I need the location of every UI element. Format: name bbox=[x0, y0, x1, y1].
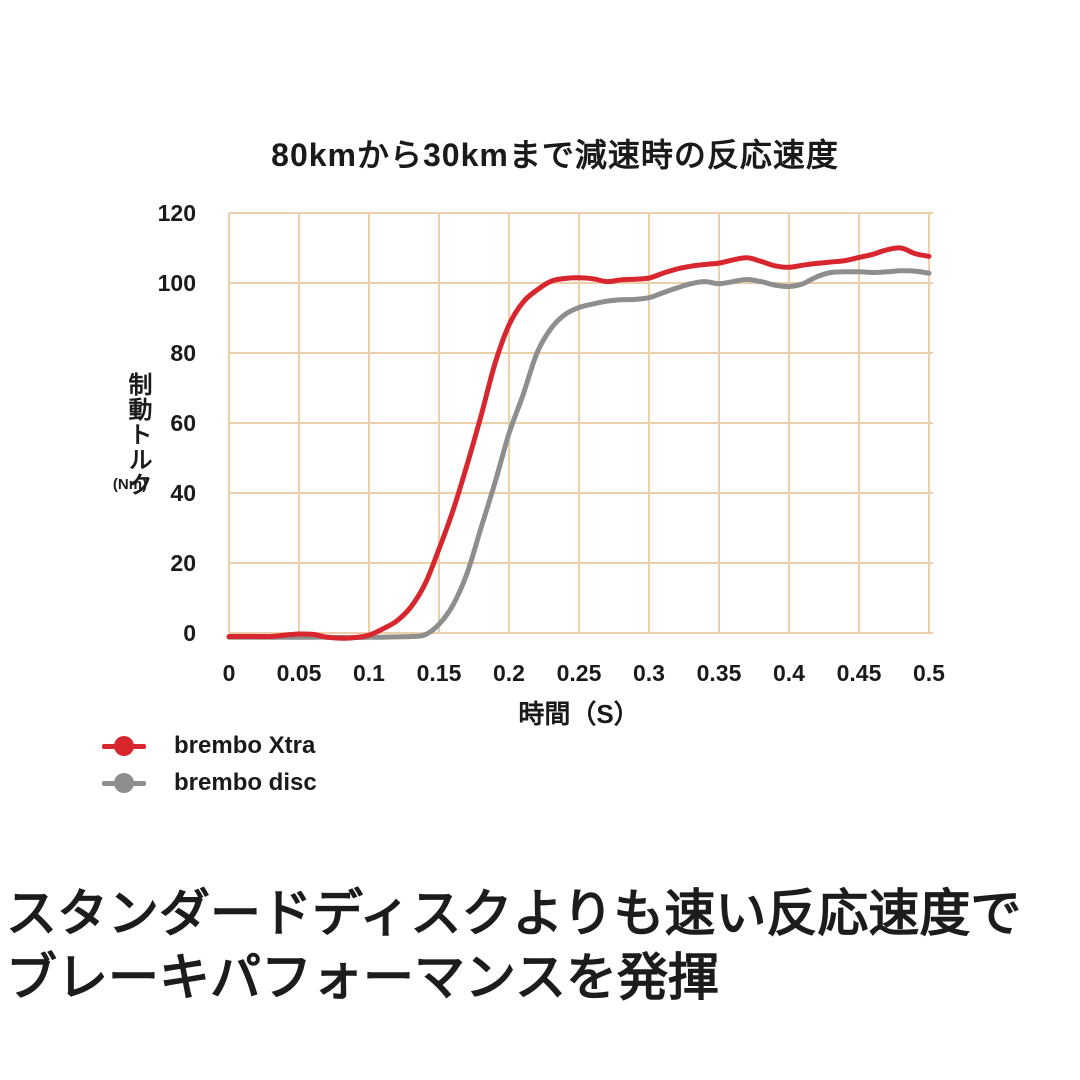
x-tick-label: 0.4 bbox=[773, 660, 805, 686]
x-tick-label: 0.35 bbox=[697, 660, 742, 686]
y-axis-label: 制動トルク bbox=[124, 372, 151, 497]
chart-title: 80kmから30kmまで減速時の反応速度 bbox=[271, 137, 839, 173]
chart-canvas: 0 20 40 60 80 100 120 0 0.05 0.1 0.15 0.2 0.25 0.3 0.3… bbox=[158, 200, 946, 686]
caption-line-2: ブレーキパフォーマンスを発揮 bbox=[6, 949, 719, 1006]
caption-line-1: スタンダードディスクよりも速い反応速度で bbox=[6, 885, 1022, 942]
x-tick-label: 0.5 bbox=[913, 660, 945, 686]
legend-item-brembo-xtra: brembo Xtra bbox=[100, 727, 317, 764]
series-line-brembo-xtra bbox=[226, 245, 932, 641]
y-tick-label: 0 bbox=[183, 620, 196, 646]
x-tick-label: 0.05 bbox=[277, 660, 322, 686]
x-tick-label: 0.3 bbox=[633, 660, 665, 686]
legend-marker-disc-icon bbox=[102, 772, 146, 794]
legend-label-brembo-disc: brembo disc bbox=[174, 768, 317, 796]
x-tick-label: 0.15 bbox=[417, 660, 462, 686]
x-tick-label: 0.2 bbox=[493, 660, 525, 686]
legend-label-brembo-xtra: brembo Xtra bbox=[174, 731, 316, 759]
chart-legend: brembo Xtra brembo disc bbox=[100, 727, 317, 801]
x-tick-label: 0 bbox=[223, 660, 236, 686]
x-tick-label: 0.25 bbox=[557, 660, 602, 686]
y-axis-unit-label: (Nm) bbox=[112, 476, 148, 493]
x-tick-label: 0.1 bbox=[353, 660, 385, 686]
y-tick-label: 120 bbox=[158, 200, 196, 226]
caption-text: スタンダードディスクよりも速い反応速度で ブレーキパフォーマンスを発揮 bbox=[6, 882, 1080, 1010]
y-tick-label: 40 bbox=[170, 480, 196, 506]
legend-item-brembo-disc: brembo disc bbox=[100, 764, 317, 801]
x-tick-label: 0.45 bbox=[837, 660, 882, 686]
y-tick-label: 20 bbox=[170, 550, 196, 576]
legend-marker-xtra-icon bbox=[102, 735, 146, 757]
x-axis-label: 時間（S） bbox=[518, 699, 640, 729]
y-tick-label: 80 bbox=[170, 340, 196, 366]
y-tick-label: 100 bbox=[158, 270, 196, 296]
y-tick-label: 60 bbox=[170, 410, 196, 436]
